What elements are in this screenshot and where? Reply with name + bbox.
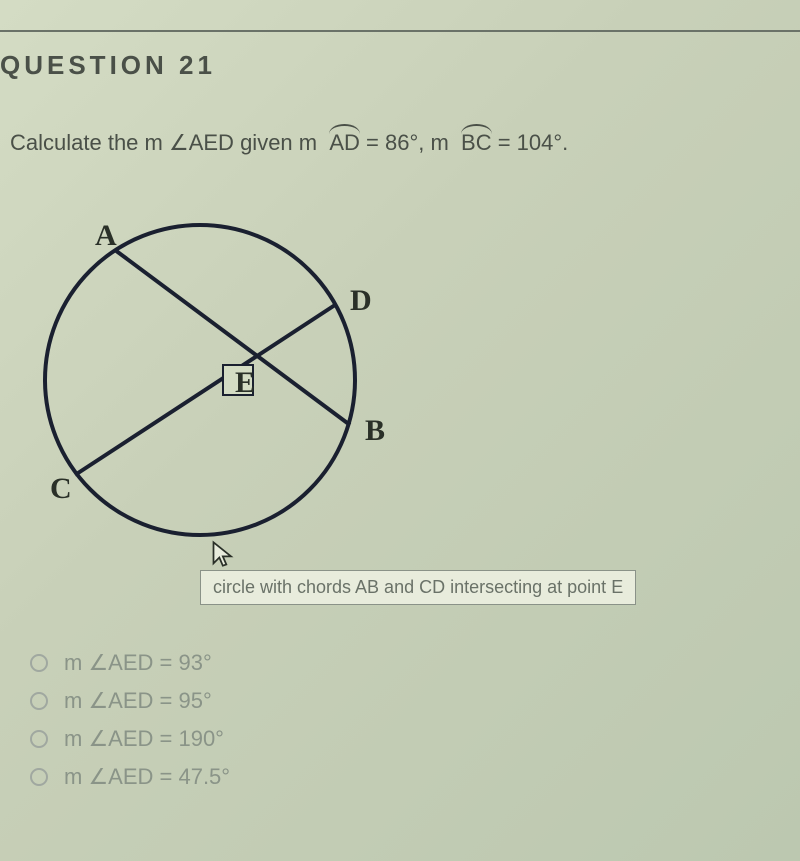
divider	[0, 30, 800, 32]
arc-ad: AD	[329, 130, 360, 156]
question-page: QUESTION 21 Calculate the m ∠AED given m…	[0, 0, 800, 861]
svg-text:D: D	[350, 284, 372, 317]
svg-text:C: C	[50, 472, 72, 505]
svg-text:E: E	[235, 366, 255, 399]
arc-bc: BC	[461, 130, 492, 156]
arc-ad-value: = 86°, m	[360, 130, 455, 155]
radio-icon[interactable]	[30, 730, 48, 748]
radio-icon[interactable]	[30, 692, 48, 710]
circle-diagram: A D B C E	[20, 180, 420, 580]
svg-text:B: B	[365, 414, 385, 447]
question-prompt: Calculate the m ∠AED given m AD = 86°, m…	[10, 130, 568, 156]
svg-text:A: A	[95, 219, 117, 252]
answer-label: m ∠AED = 190°	[64, 726, 224, 752]
question-heading: QUESTION 21	[0, 50, 216, 81]
cursor-icon	[210, 540, 238, 568]
diagram-tooltip: circle with chords AB and CD intersectin…	[200, 570, 636, 605]
prompt-given: given m	[234, 130, 323, 155]
prompt-angle: AED	[189, 130, 234, 155]
answer-list: m ∠AED = 93° m ∠AED = 95° m ∠AED = 190° …	[30, 650, 230, 802]
answer-option[interactable]: m ∠AED = 190°	[30, 726, 230, 752]
answer-label: m ∠AED = 93°	[64, 650, 212, 676]
arc-bc-value: = 104°.	[492, 130, 569, 155]
answer-label: m ∠AED = 95°	[64, 688, 212, 714]
prompt-prefix: Calculate the m	[10, 130, 169, 155]
answer-label: m ∠AED = 47.5°	[64, 764, 230, 790]
answer-option[interactable]: m ∠AED = 95°	[30, 688, 230, 714]
angle-symbol: ∠	[169, 130, 189, 155]
radio-icon[interactable]	[30, 768, 48, 786]
answer-option[interactable]: m ∠AED = 93°	[30, 650, 230, 676]
answer-option[interactable]: m ∠AED = 47.5°	[30, 764, 230, 790]
radio-icon[interactable]	[30, 654, 48, 672]
